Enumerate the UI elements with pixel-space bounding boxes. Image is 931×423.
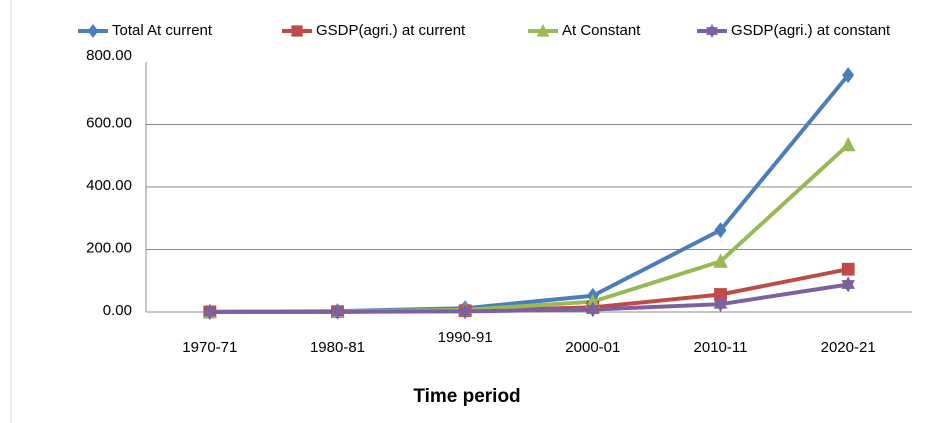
data-point-triangle — [840, 136, 856, 152]
data-point-star — [458, 303, 472, 320]
data-point-star — [713, 296, 728, 313]
x-axis-title: Time period — [413, 386, 520, 407]
series-lines — [207, 73, 851, 314]
legend-item: At Constant — [528, 22, 641, 39]
legend-label: GSDP(agri.) at current — [316, 22, 466, 39]
data-point-triangle — [713, 253, 728, 268]
y-tick-label: 200.00 — [86, 240, 132, 257]
data-point-star — [841, 276, 855, 293]
x-tick-label: 1990-91 — [438, 329, 493, 346]
x-tick-label: 2000-01 — [565, 339, 620, 356]
gridlines — [145, 61, 912, 313]
y-tick-labels: 0.00 200.00 400.00 600.00 800.00 — [86, 47, 132, 319]
data-point-diamond — [714, 222, 727, 239]
data-point-diamond — [842, 67, 855, 84]
series-line-4 — [207, 282, 851, 314]
data-point-triangle — [585, 293, 601, 309]
legend-marker-square — [291, 25, 303, 37]
legend-item: GSDP(agri.) at current — [282, 22, 466, 39]
y-tick-label: 0.00 — [103, 302, 132, 319]
legend: Total At current GSDP(agri.) at current At… — [78, 22, 891, 39]
legend-item: Total At current — [78, 22, 213, 39]
series-line-1 — [207, 73, 851, 314]
y-tick-label: 600.00 — [86, 115, 132, 132]
legend-label: GSDP(agri.) at constant — [731, 22, 891, 39]
data-point-star — [203, 303, 217, 320]
legend-marker-triangle — [536, 24, 550, 37]
series-markers — [202, 67, 856, 320]
legend-item: GSDP(agri.) at constant — [697, 22, 891, 39]
y-tick-label: 400.00 — [86, 177, 132, 194]
legend-label: At Constant — [562, 22, 641, 39]
data-point-square — [841, 262, 855, 276]
x-tick-label: 2010-11 — [694, 339, 748, 356]
x-tick-label: 1980-81 — [310, 339, 365, 356]
data-point-star — [586, 301, 600, 318]
legend-label: Total At current — [112, 22, 213, 39]
x-tick-label: 1970-71 — [182, 339, 237, 356]
x-tick-label: 2020-21 — [821, 339, 876, 356]
data-point-star — [330, 303, 345, 320]
legend-marker-diamond — [87, 24, 99, 38]
x-tick-labels: 1970-71 1980-81 1990-91 2000-01 2010-11 2020-… — [182, 329, 875, 356]
legend-marker-star — [706, 24, 718, 38]
y-tick-label: 800.00 — [86, 47, 132, 64]
data-point-square — [714, 288, 727, 301]
